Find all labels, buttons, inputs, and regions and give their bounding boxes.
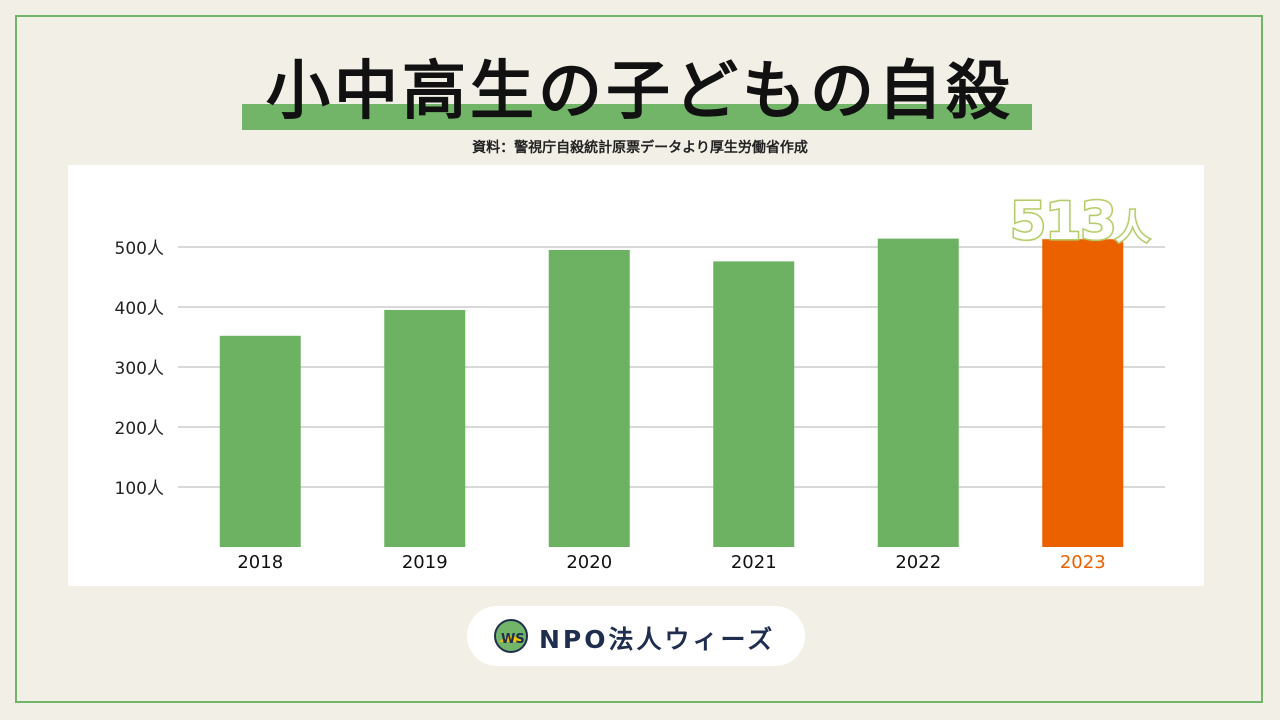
y-tick-label: 200人: [115, 419, 164, 439]
organization-logo: WS NPO法人ウィーズ: [467, 606, 805, 666]
highlight-callout: 513人: [1009, 191, 1152, 254]
bar-chart: 100人 200人 300人 400人 500人 2018 2019 2020 2021 2022…: [115, 238, 1165, 573]
bar-2020: [548, 250, 630, 547]
y-tick-label: 500人: [115, 239, 164, 259]
callout-value: 513: [1009, 191, 1119, 254]
source-note: 資料：警視庁自殺統計原票データより厚生労働省作成: [472, 140, 808, 156]
chart-panel: 100人 200人 300人 400人 500人 2018 2019 2020 2021 2022…: [68, 165, 1204, 586]
bar-2019: [384, 310, 466, 547]
bar-2018: [219, 335, 301, 547]
x-tick-label: 2021: [731, 552, 777, 573]
bar-2023: [1042, 239, 1124, 547]
title-underline: [242, 104, 1032, 130]
outer-frame: [15, 15, 1263, 703]
bar-2022: [877, 238, 959, 547]
ws-logo-icon: WS: [494, 619, 528, 653]
x-tick-label: 2018: [237, 552, 283, 573]
x-tick-label: 2019: [402, 552, 448, 573]
callout-unit: 人: [1114, 207, 1151, 250]
page-title: 小中高生の子どもの自殺: [266, 55, 1014, 129]
logo-text: NPO法人ウィーズ: [539, 625, 776, 654]
y-tick-label: 100人: [115, 479, 164, 499]
x-tick-label: 2022: [895, 552, 941, 573]
x-tick-label: 2023: [1060, 552, 1106, 573]
y-tick-label: 300人: [115, 359, 164, 379]
y-tick-label: 400人: [115, 299, 164, 319]
bar-2021: [713, 261, 795, 547]
x-tick-label: 2020: [566, 552, 612, 573]
logo-mark-text: WS: [501, 632, 525, 647]
